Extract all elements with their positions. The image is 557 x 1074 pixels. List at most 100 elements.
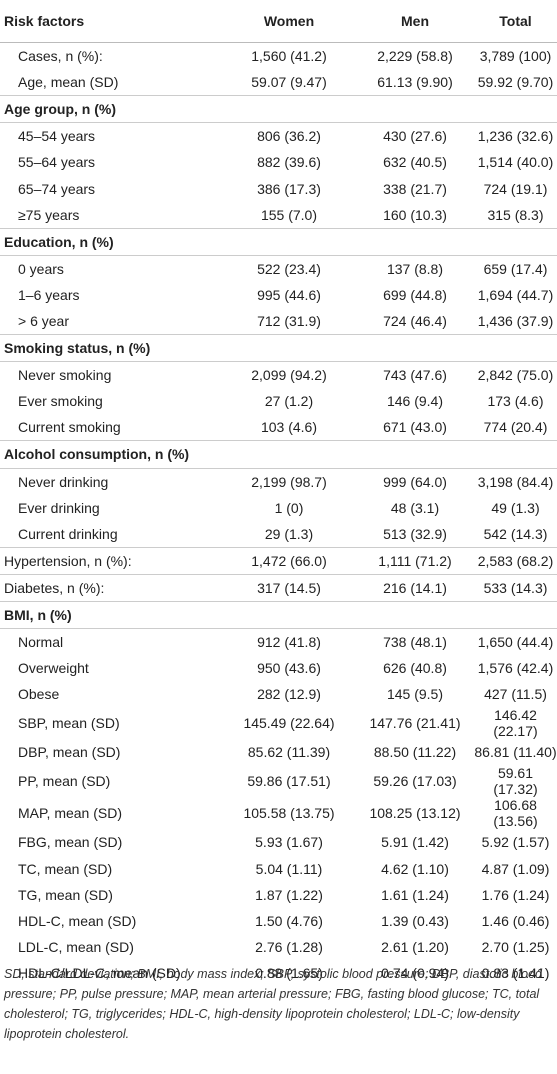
cell: 5.93 (1.67) bbox=[255, 834, 323, 851]
cell: 59.86 (17.51) bbox=[247, 773, 331, 790]
cell: 999 (64.0) bbox=[356, 467, 474, 495]
cell: 5.92 (1.57) bbox=[481, 834, 550, 851]
cell: 1.87 (1.22) bbox=[255, 886, 323, 903]
data-row: 65–74 years 386 (17.3) 338 (21.7) 724 (19.1… bbox=[0, 175, 557, 201]
cell: 427 (11.5) bbox=[484, 686, 547, 703]
cell: 2,583 (68.2) bbox=[474, 546, 557, 575]
row-label: Current smoking bbox=[18, 419, 121, 436]
cell: 5.91 (1.42) bbox=[381, 834, 449, 851]
cell: 659 (17.4) bbox=[474, 254, 557, 282]
cell: 4.87 (1.09) bbox=[481, 860, 550, 877]
cell: 155 (7.0) bbox=[260, 206, 318, 223]
header-row: Risk factors Women Men Total bbox=[0, 0, 557, 43]
cell: 0.74 (0.94) bbox=[381, 964, 449, 981]
row-label: 1–6 years bbox=[18, 286, 80, 303]
cell: 1,576 (42.4) bbox=[477, 660, 554, 677]
cell: 542 (14.3) bbox=[483, 525, 548, 542]
cell: 282 (12.9) bbox=[257, 686, 321, 703]
data-row: 0 years 522 (23.4) 137 (8.8) 659 (17.4) bbox=[0, 254, 557, 282]
row-label: Ever drinking bbox=[18, 499, 100, 516]
section-heading: Smoking status, n (%) bbox=[0, 334, 557, 362]
data-row: HDL-C, mean (SD) 1.50 (4.76) 1.39 (0.43) 1.… bbox=[0, 908, 557, 934]
cell: 1.39 (0.43) bbox=[381, 912, 449, 929]
cell: 533 (14.3) bbox=[474, 573, 557, 602]
cell: 2,842 (75.0) bbox=[474, 361, 557, 389]
cell: 137 (8.8) bbox=[356, 254, 474, 282]
row-label: Current drinking bbox=[18, 525, 118, 542]
cell: 430 (27.6) bbox=[356, 122, 474, 150]
row-label: HDL-C, mean (SD) bbox=[18, 912, 137, 929]
row-label: PP, mean (SD) bbox=[18, 773, 111, 790]
cell: 1 (0) bbox=[274, 499, 304, 516]
data-table: Risk factors Women Men Total Cases, n (%): 1… bbox=[0, 0, 557, 986]
row-label: Never smoking bbox=[0, 361, 222, 389]
cell: 1,560 (41.2) bbox=[251, 48, 327, 65]
cell: 49 (1.3) bbox=[491, 499, 540, 516]
data-row: Cases, n (%): 1,560 (41.2) 2,229 (58.8) 3,7… bbox=[0, 43, 557, 70]
cell: 1,514 (40.0) bbox=[477, 154, 554, 171]
row-label: Overweight bbox=[18, 660, 89, 677]
data-row: > 6 year 712 (31.9) 724 (46.4) 1,436 (37.9) bbox=[0, 308, 557, 335]
cell: 882 (39.6) bbox=[257, 154, 321, 171]
cell: 59.26 (17.03) bbox=[373, 773, 457, 790]
cell: 950 (43.6) bbox=[257, 660, 321, 677]
data-row: PP, mean (SD) 59.86 (17.51) 59.26 (17.03) 5… bbox=[0, 765, 557, 797]
row-label: Hypertension, n (%): bbox=[0, 546, 222, 575]
cell: 105.58 (13.75) bbox=[243, 805, 335, 822]
cell: 738 (48.1) bbox=[356, 628, 474, 656]
row-label: FBG, mean (SD) bbox=[18, 834, 123, 851]
cell: 0.88 (1.65) bbox=[255, 964, 323, 981]
cell: 671 (43.0) bbox=[383, 419, 447, 436]
data-row: ≥75 years 155 (7.0) 160 (10.3) 315 (8.3) bbox=[0, 202, 557, 229]
header-cell: Women bbox=[222, 0, 356, 43]
data-row: FBG, mean (SD) 5.93 (1.67) 5.91 (1.42) 5.92… bbox=[0, 829, 557, 855]
cell: 513 (32.9) bbox=[383, 525, 447, 542]
cell: 995 (44.6) bbox=[257, 286, 321, 303]
row-label: Ever smoking bbox=[18, 393, 103, 410]
cell: 2,199 (98.7) bbox=[222, 467, 356, 495]
section-row: Smoking status, n (%) bbox=[0, 334, 557, 362]
cell: 1,472 (66.0) bbox=[222, 546, 356, 575]
row-label: TG, mean (SD) bbox=[18, 886, 113, 903]
cell: 3,198 (84.4) bbox=[474, 467, 557, 495]
row-label: 55–64 years bbox=[18, 154, 96, 171]
data-row: Current drinking 29 (1.3) 513 (32.9) 542 (1… bbox=[0, 521, 557, 548]
section-heading: Education, n (%) bbox=[0, 227, 557, 256]
cell: 1.50 (4.76) bbox=[255, 912, 323, 929]
row-label: 65–74 years bbox=[18, 180, 96, 197]
cell: 59.92 (9.70) bbox=[477, 74, 554, 91]
section-heading: BMI, n (%) bbox=[0, 600, 557, 629]
cell: 3,789 (100) bbox=[479, 48, 552, 65]
cell: 145.49 (22.64) bbox=[243, 715, 335, 732]
cell: 2,229 (58.8) bbox=[377, 48, 453, 65]
header-cell: Men bbox=[356, 0, 474, 43]
row-label: DBP, mean (SD) bbox=[18, 744, 121, 761]
row-label: ≥75 years bbox=[18, 206, 80, 223]
cell: 386 (17.3) bbox=[257, 180, 321, 197]
data-row: TG, mean (SD) 1.87 (1.22) 1.61 (1.24) 1.76 … bbox=[0, 882, 557, 908]
cell: 85.62 (11.39) bbox=[247, 744, 331, 761]
cell: 108.25 (13.12) bbox=[369, 805, 461, 822]
cell: 522 (23.4) bbox=[222, 254, 356, 282]
cell: 315 (8.3) bbox=[487, 206, 544, 223]
cell: 712 (31.9) bbox=[257, 312, 321, 329]
row-label: 0 years bbox=[0, 254, 222, 282]
cell: 103 (4.6) bbox=[260, 419, 318, 436]
cell: 724 (19.1) bbox=[483, 180, 548, 197]
cell: 774 (20.4) bbox=[483, 419, 548, 436]
data-row: Current smoking 103 (4.6) 671 (43.0) 774 (2… bbox=[0, 414, 557, 441]
cell: 1.46 (0.46) bbox=[481, 912, 550, 929]
cell: 699 (44.8) bbox=[383, 286, 447, 303]
row-label: Age, mean (SD) bbox=[18, 74, 119, 91]
data-row: TC, mean (SD) 5.04 (1.11) 4.62 (1.10) 4.87 … bbox=[0, 856, 557, 882]
cell: 1,111 (71.2) bbox=[356, 546, 474, 575]
data-row: HDL-C/LDL-C, mean (SD) 0.88 (1.65) 0.74 (0… bbox=[0, 960, 557, 986]
data-row: Diabetes, n (%): 317 (14.5) 216 (14.1) 533 … bbox=[0, 573, 557, 602]
cell: 0.83 (1.41) bbox=[481, 964, 550, 981]
cell: 88.50 (11.22) bbox=[373, 744, 457, 761]
cell: 1,650 (44.4) bbox=[474, 628, 557, 656]
data-row: 45–54 years 806 (36.2) 430 (27.6) 1,236 (32… bbox=[0, 122, 557, 150]
cell: 173 (4.6) bbox=[487, 393, 544, 410]
data-row: Age, mean (SD) 59.07 (9.47) 61.13 (9.90) 59… bbox=[0, 69, 557, 96]
